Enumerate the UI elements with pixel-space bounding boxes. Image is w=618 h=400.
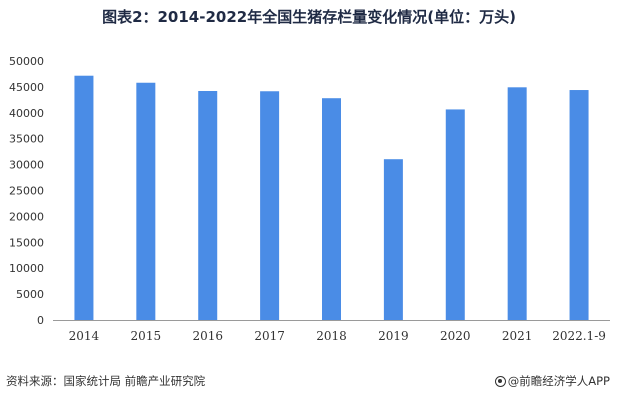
x-tick-label: 2019 (378, 329, 409, 343)
bar-2014 (74, 75, 94, 320)
y-tick-label: 10000 (9, 262, 44, 275)
x-axis: 2014 2015 2016 2017 2018 2019 2020 2021 2022.1-9 (69, 329, 606, 343)
y-axis: 0 5000 10000 15000 20000 25000 30000 35000 40000… (9, 55, 44, 327)
x-tick-label: 2014 (69, 329, 100, 343)
y-tick-label: 35000 (9, 133, 44, 146)
bars-group (74, 75, 589, 321)
x-tick-label: 2016 (192, 329, 223, 343)
brand-label: @前瞻经济学人APP (507, 374, 610, 388)
bar-2018 (322, 98, 341, 320)
bar-2019 (383, 159, 403, 320)
y-tick-label: 0 (37, 314, 44, 327)
bar-2021 (507, 87, 527, 320)
y-tick-label: 5000 (16, 288, 44, 301)
bar-2017 (260, 91, 280, 320)
y-tick-label: 20000 (9, 210, 44, 223)
y-tick-label: 40000 (9, 107, 44, 120)
brand-logo-icon (494, 376, 506, 387)
bar-2020 (445, 109, 465, 320)
x-tick-label: 2021 (502, 329, 533, 343)
source-note: 资料来源：国家统计局 前瞻产业研究院 (6, 374, 206, 388)
x-tick-label: 2017 (254, 329, 285, 343)
x-tick-label: 2022.1-9 (552, 329, 606, 343)
bar-2022.1-9 (569, 90, 589, 320)
x-tick-label: 2018 (316, 329, 347, 343)
bar-2015 (136, 82, 156, 320)
x-tick-label: 2015 (131, 329, 162, 343)
bar-2016 (198, 90, 218, 321)
y-tick-label: 15000 (9, 236, 44, 249)
y-tick-label: 25000 (9, 185, 44, 198)
y-tick-label: 45000 (9, 81, 44, 94)
y-tick-label: 30000 (9, 159, 44, 172)
y-tick-label: 50000 (9, 55, 44, 68)
brand-note: @前瞻经济学人APP (494, 373, 610, 389)
chart-title: 图表2：2014-2022年全国生猪存栏量变化情况(单位：万头) (102, 8, 516, 26)
x-tick-label: 2020 (440, 329, 471, 343)
